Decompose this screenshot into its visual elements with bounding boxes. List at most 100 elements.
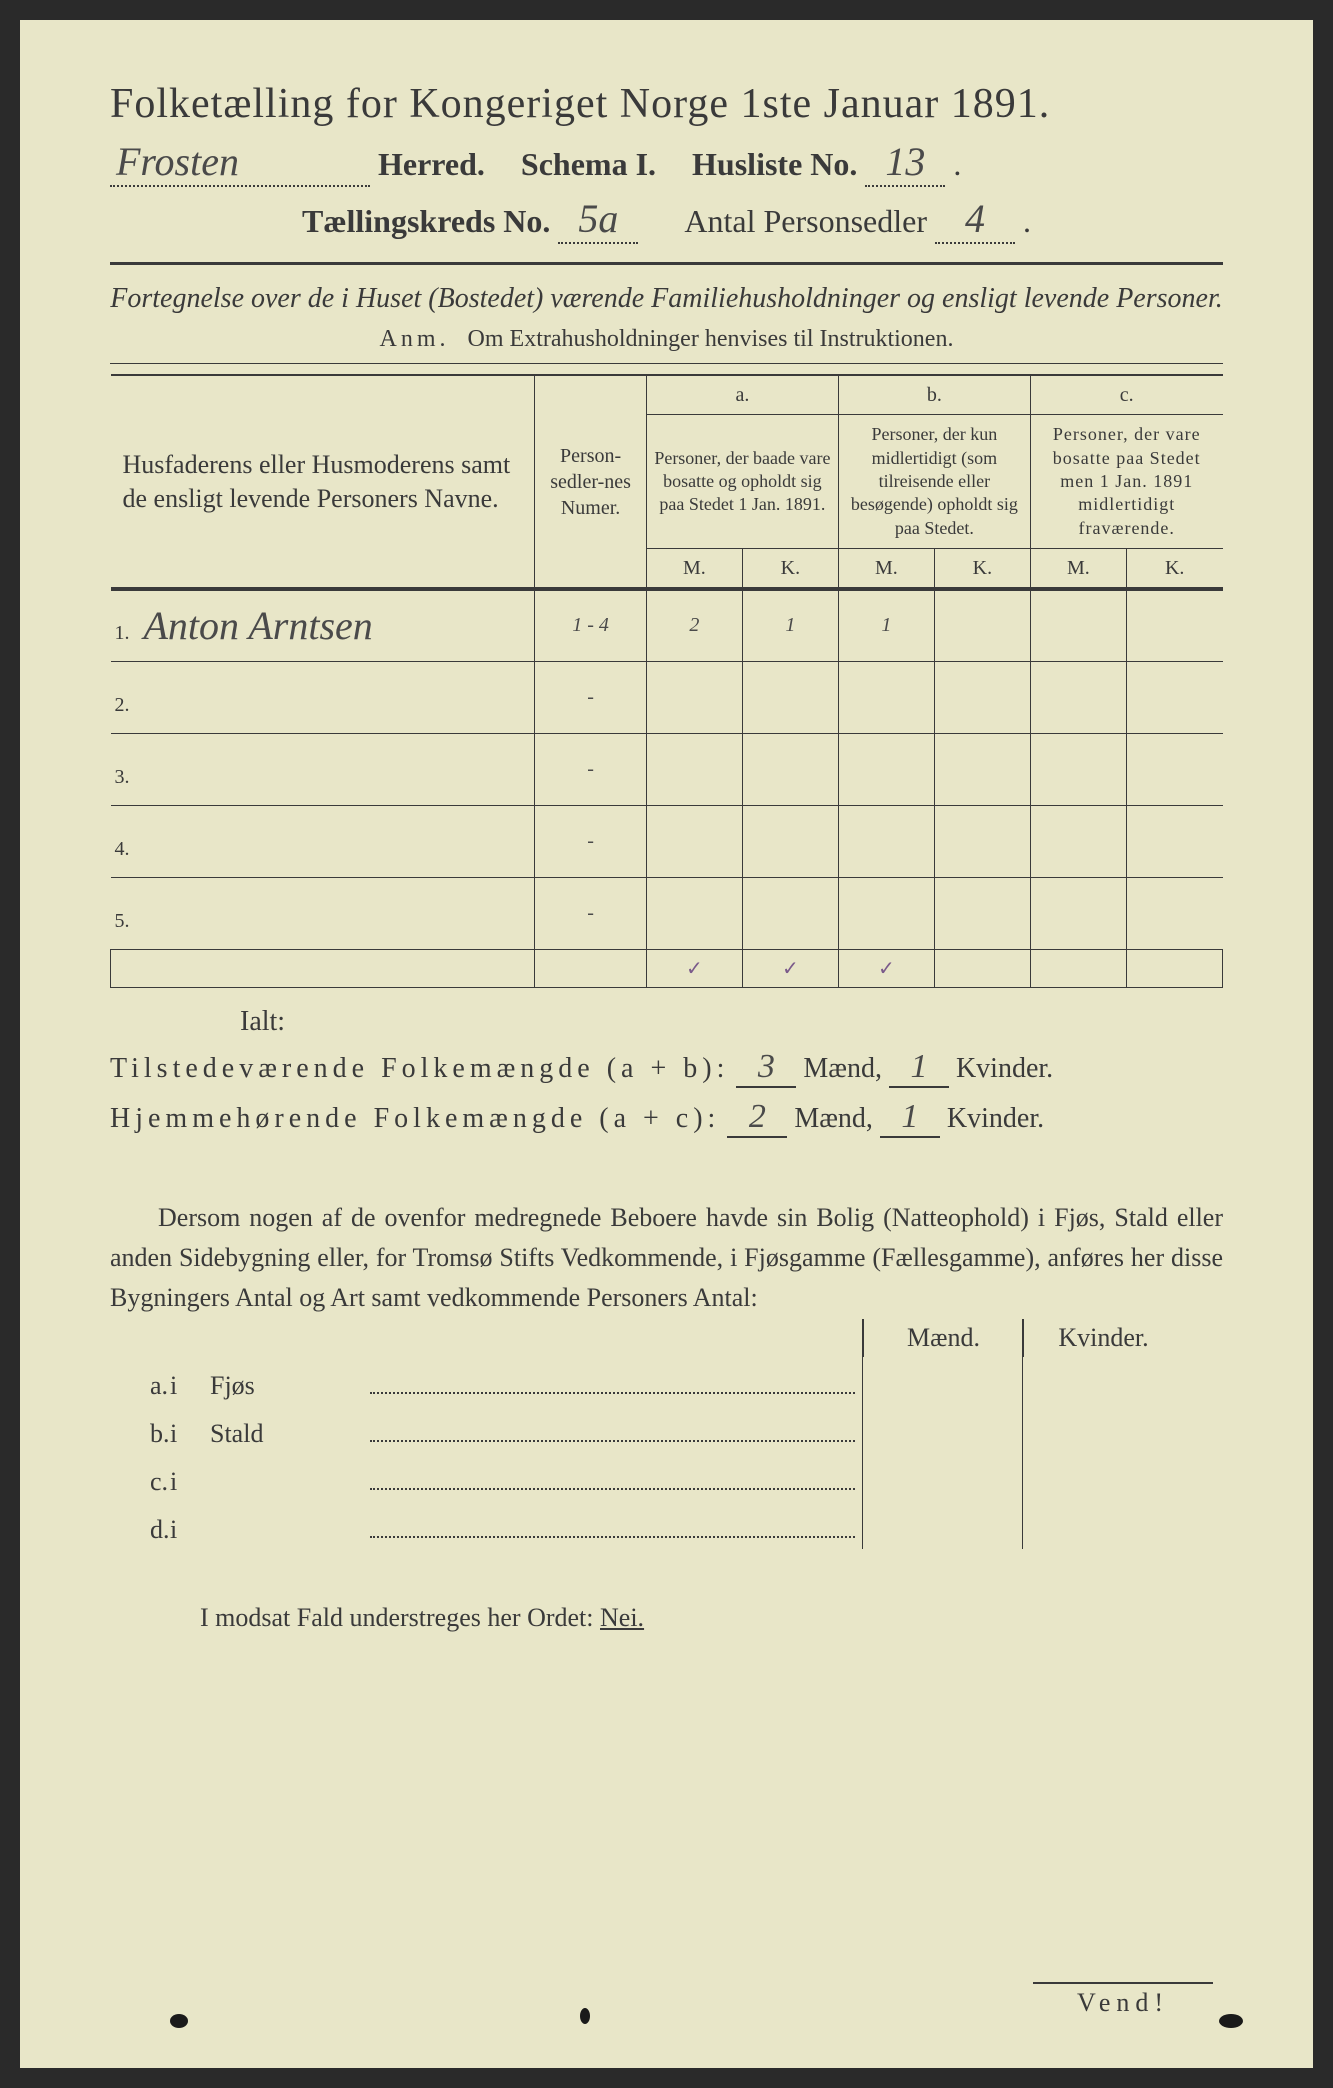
cell-num: -	[535, 661, 647, 733]
side-i: i	[170, 1467, 210, 1497]
side-building-block: Mænd. Kvinder. a. i Fjøs b. i Stald c. i…	[110, 1319, 1223, 1563]
check: ✓	[646, 949, 742, 987]
building-paragraph: Dersom nogen af de ovenfor medregnede Be…	[110, 1198, 1223, 1319]
cell-name: 4.	[111, 805, 535, 877]
t2-m: 2	[727, 1098, 787, 1138]
table-row: 3. -	[111, 733, 1223, 805]
cell-ck	[1126, 661, 1222, 733]
th-bm: M.	[838, 549, 934, 590]
divider-2	[110, 363, 1223, 364]
anm-text: Om Extrahusholdninger henvises til Instr…	[468, 326, 954, 352]
anm-line: Anm. Om Extrahusholdninger henvises til …	[110, 326, 1223, 353]
herred-label: Herred.	[378, 146, 485, 183]
table-row: 2. -	[111, 661, 1223, 733]
cell-am	[646, 805, 742, 877]
period: .	[953, 146, 961, 183]
t1-label: Tilstedeværende Folkemængde (a + b):	[110, 1053, 729, 1084]
census-form-page: Folketælling for Kongeriget Norge 1ste J…	[20, 20, 1313, 2068]
cell-ck	[1126, 589, 1222, 661]
punch-hole	[170, 2014, 188, 2028]
th-cm: M.	[1030, 549, 1126, 590]
side-i: i	[170, 1419, 210, 1449]
side-vline-2	[1022, 1319, 1024, 1549]
th-bk: K.	[934, 549, 1030, 590]
t2-label: Hjemmehørende Folkemængde (a + c):	[110, 1103, 720, 1134]
herred-value: Frosten	[110, 138, 370, 187]
side-maend: Mænd.	[863, 1319, 1023, 1357]
kreds-label: Tællingskreds No.	[302, 203, 550, 240]
th-num: Person-sedler-nes Numer.	[535, 375, 647, 589]
side-vline-1	[862, 1319, 864, 1549]
kreds-value: 5a	[558, 195, 638, 244]
side-i: i	[170, 1371, 210, 1401]
cell-ak	[742, 877, 838, 949]
side-table: a. i Fjøs b. i Stald c. i d. i	[110, 1371, 1223, 1563]
check-row: ✓ ✓ ✓	[111, 949, 1223, 987]
cell-cm	[1030, 589, 1126, 661]
cell-bm: 1	[838, 589, 934, 661]
cell-ak	[742, 733, 838, 805]
cell-name: 5.	[111, 877, 535, 949]
table-row: 1. Anton Arntsen 1 - 4 2 1 1	[111, 589, 1223, 661]
th-ak: K.	[742, 549, 838, 590]
ialt-label: Ialt:	[110, 1006, 1223, 1038]
side-dots	[370, 1376, 855, 1394]
th-ck: K.	[1126, 549, 1222, 590]
totals-block: Ialt: Tilstedeværende Folkemængde (a + b…	[110, 1006, 1223, 1138]
period2: .	[1023, 203, 1031, 240]
table-row: 4. -	[111, 805, 1223, 877]
side-dots	[370, 1520, 855, 1538]
cell-name: 3.	[111, 733, 535, 805]
side-dots	[370, 1424, 855, 1442]
anm-label: Anm.	[380, 326, 450, 352]
side-lab: a.	[110, 1371, 170, 1401]
cell-cm	[1030, 733, 1126, 805]
cell-num: -	[535, 877, 647, 949]
cell-bm	[838, 661, 934, 733]
side-row: a. i Fjøs	[110, 1371, 1223, 1419]
th-b: Personer, der kun midlertidigt (som tilr…	[838, 415, 1030, 549]
cell-bk	[934, 877, 1030, 949]
cell-bm	[838, 805, 934, 877]
th-b-label: b.	[838, 375, 1030, 415]
th-a: Personer, der baade vare bosatte og opho…	[646, 415, 838, 549]
cell-am	[646, 733, 742, 805]
header-row-1: Frosten Herred. Schema I. Husliste No. 1…	[110, 138, 1223, 187]
t1-maend: Mænd,	[803, 1053, 882, 1084]
cell-bm	[838, 877, 934, 949]
check: ✓	[838, 949, 934, 987]
side-row: c. i	[110, 1467, 1223, 1515]
side-dots	[370, 1472, 855, 1490]
cell-num: -	[535, 733, 647, 805]
side-what: Fjøs	[210, 1371, 370, 1401]
cell-bk	[934, 661, 1030, 733]
punch-hole	[1219, 2014, 1243, 2028]
t2-kvinder: Kvinder.	[947, 1103, 1044, 1134]
husliste-label: Husliste No.	[692, 146, 857, 183]
husliste-value: 13	[865, 138, 945, 187]
cell-ak	[742, 805, 838, 877]
antal-value: 4	[935, 195, 1015, 244]
t2-maend: Mænd,	[794, 1103, 873, 1134]
t1-kvinder: Kvinder.	[956, 1053, 1053, 1084]
subtitle: Fortegnelse over de i Huset (Bostedet) v…	[110, 279, 1223, 318]
cell-ak: 1	[742, 589, 838, 661]
cell-bk	[934, 733, 1030, 805]
cell-bk	[934, 805, 1030, 877]
cell-am: 2	[646, 589, 742, 661]
check: ✓	[742, 949, 838, 987]
table-body: 1. Anton Arntsen 1 - 4 2 1 1 2. - 3. -	[111, 589, 1223, 987]
cell-num: 1 - 4	[535, 589, 647, 661]
th-am: M.	[646, 549, 742, 590]
th-c-label: c.	[1030, 375, 1222, 415]
cell-cm	[1030, 877, 1126, 949]
side-kvinder: Kvinder.	[1023, 1319, 1183, 1357]
cell-cm	[1030, 805, 1126, 877]
side-row: d. i	[110, 1515, 1223, 1563]
cell-bm	[838, 733, 934, 805]
side-row: b. i Stald	[110, 1419, 1223, 1467]
cell-ak	[742, 661, 838, 733]
punch-hole	[580, 2008, 590, 2024]
cell-ck	[1126, 805, 1222, 877]
side-head: Mænd. Kvinder.	[110, 1319, 1223, 1357]
